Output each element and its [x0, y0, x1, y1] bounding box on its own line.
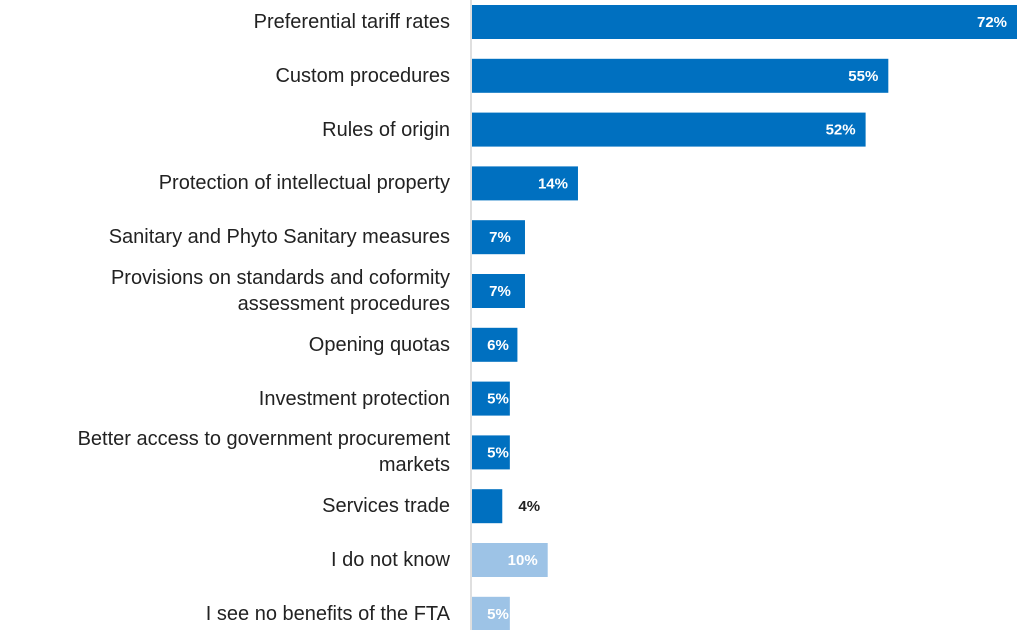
category-label: Sanitary and Phyto Sanitary measures — [108, 226, 450, 249]
value-label: 10% — [508, 552, 538, 569]
value-label: 14% — [538, 175, 568, 192]
category-label: Rules of origin — [322, 118, 450, 141]
bar — [472, 381, 510, 416]
category-label: Services trade — [322, 495, 450, 518]
value-label: 5% — [487, 606, 509, 623]
bar — [472, 220, 525, 255]
value-label: 5% — [487, 391, 509, 408]
bar — [472, 435, 510, 470]
category-label: I see no benefits of the FTA — [205, 602, 450, 625]
category-label: Preferential tariff rates — [253, 11, 450, 33]
value-label: 5% — [487, 444, 509, 461]
bar — [472, 596, 510, 630]
category-label: Custom procedures — [275, 64, 450, 87]
value-label: 6% — [487, 337, 509, 354]
bar — [472, 112, 866, 147]
bar — [472, 166, 578, 201]
value-label: 4% — [518, 498, 540, 515]
value-label: 7% — [489, 229, 511, 246]
bar — [472, 5, 1017, 39]
category-label: Opening quotas — [308, 333, 450, 356]
category-label: Protection of intellectual property — [158, 172, 450, 195]
bar — [472, 489, 503, 524]
category-label: Investment protection — [258, 387, 450, 410]
bar — [472, 543, 548, 577]
bar — [472, 58, 889, 93]
bar — [472, 274, 525, 308]
category-label: I do not know — [331, 549, 450, 571]
value-label: 55% — [848, 68, 878, 85]
value-label: 52% — [826, 122, 856, 139]
bar — [472, 327, 518, 362]
category-label: Provisions on standards and coformity as… — [110, 267, 450, 315]
value-label: 72% — [977, 14, 1007, 31]
category-label: Better access to government procurement … — [77, 428, 450, 477]
value-label: 7% — [489, 283, 511, 300]
